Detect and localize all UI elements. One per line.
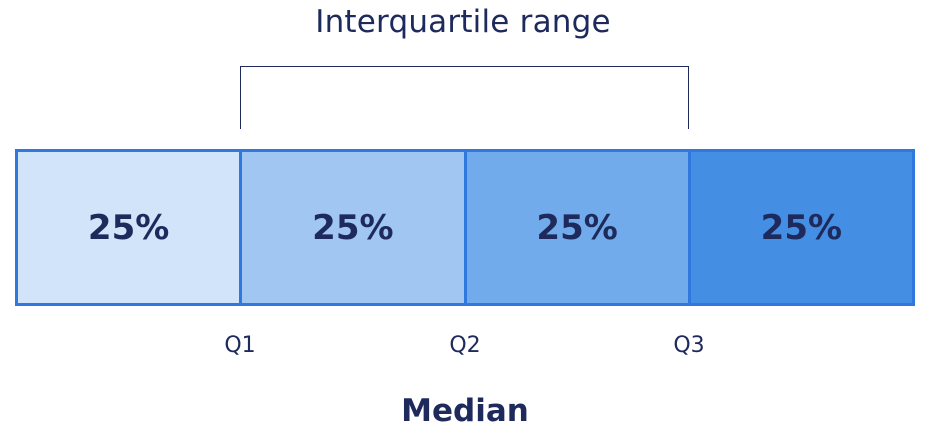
segment-2: 25% [242, 152, 467, 303]
segment-4: 25% [690, 152, 912, 303]
interquartile-bracket [240, 66, 689, 129]
q1-label: Q1 [224, 333, 256, 358]
q3-label: Q3 [673, 333, 705, 358]
q2-label: Q2 [449, 333, 481, 358]
segment-3: 25% [466, 152, 691, 303]
quartile-bar: 25% 25% 25% 25% [15, 149, 915, 306]
diagram-title: Interquartile range [315, 4, 611, 40]
segment-1: 25% [18, 152, 243, 303]
median-label: Median [401, 393, 529, 429]
